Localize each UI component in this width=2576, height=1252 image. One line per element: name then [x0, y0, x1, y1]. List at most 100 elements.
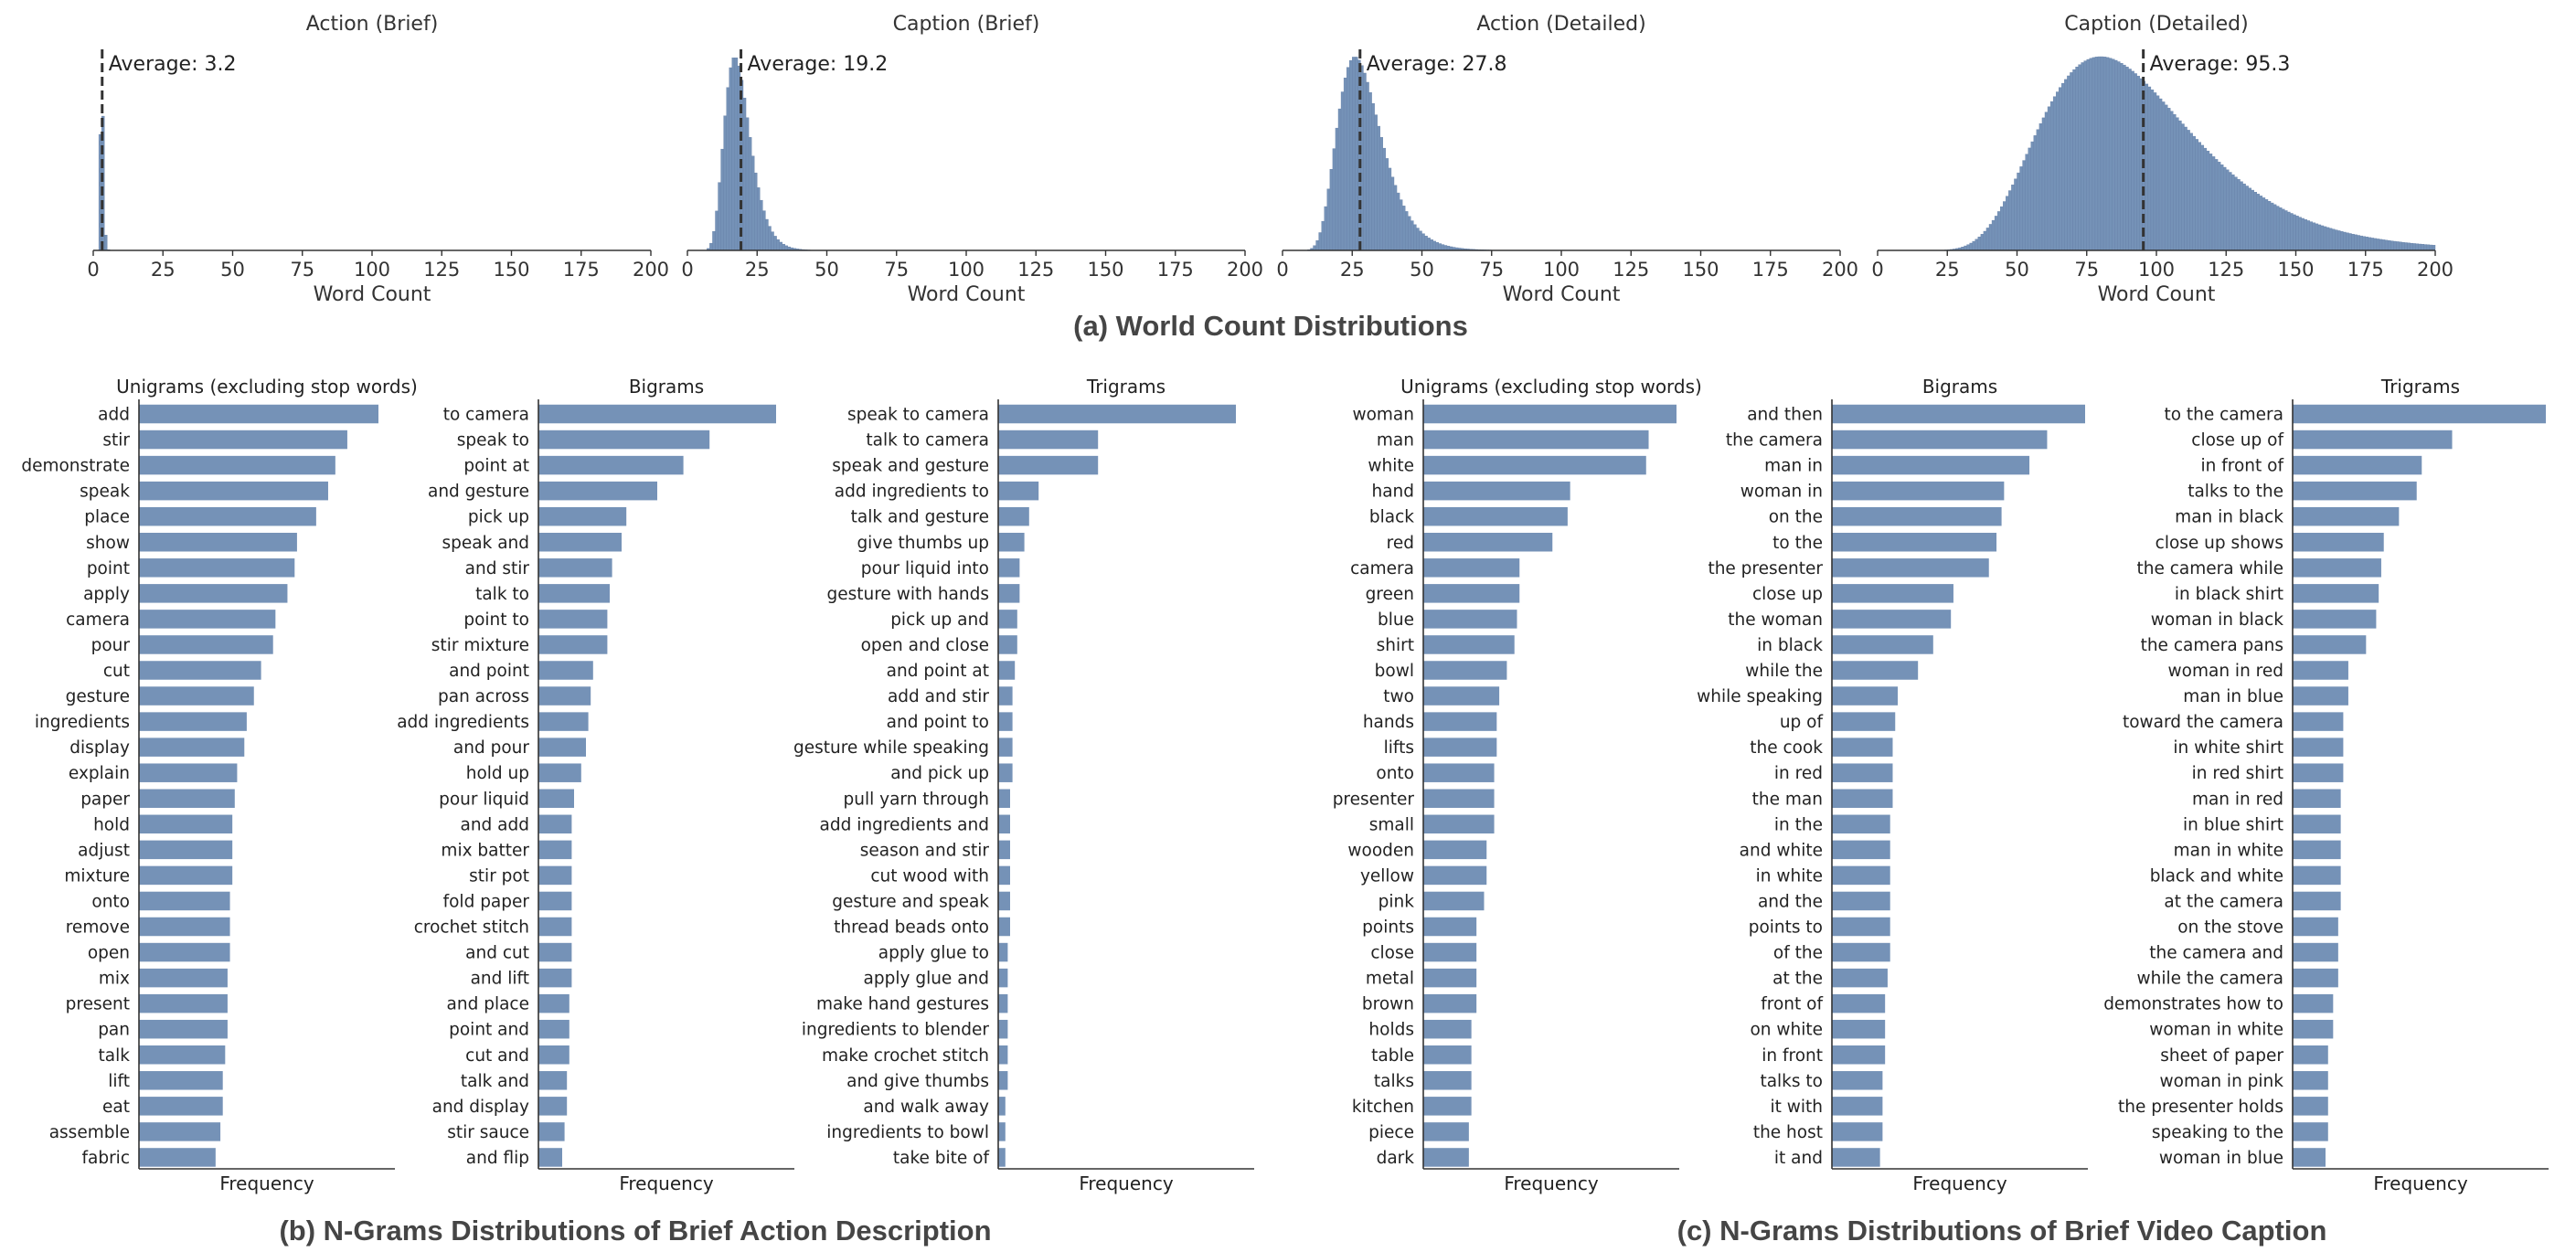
- histogram-bar: [2370, 238, 2375, 251]
- x-tick-label: 50: [220, 259, 245, 281]
- x-axis-label: Frequency: [1079, 1172, 1173, 1194]
- histogram-bar: [2270, 202, 2274, 251]
- ngram-bar: [139, 993, 228, 1013]
- x-tick-label: 125: [2208, 259, 2244, 281]
- histogram-bar: [2262, 197, 2266, 251]
- ngram-label: speak: [80, 483, 130, 502]
- ngram-bar: [1832, 533, 1997, 552]
- ngram-label: talk to camera: [866, 431, 989, 451]
- x-axis-label: Word Count: [314, 283, 431, 306]
- ngram-bar: [139, 558, 295, 578]
- ngram-label: and give thumbs: [846, 1072, 989, 1091]
- histogram-bar: [2412, 243, 2416, 251]
- ngram-label: thread beads onto: [834, 918, 989, 938]
- ngram-label: hands: [1363, 713, 1414, 732]
- ngram-label: close: [1370, 944, 1414, 963]
- ngram-bar: [1832, 404, 2085, 424]
- histogram-bar: [720, 148, 724, 251]
- ngram-bar: [998, 763, 1013, 782]
- ngram-bar: [1832, 993, 1886, 1013]
- ngram-label: in red: [1774, 764, 1823, 783]
- ngram-label: camera: [1350, 559, 1414, 578]
- ngram-bar: [998, 558, 1020, 578]
- ngram-bar: [139, 1019, 228, 1039]
- histogram-bar: [2158, 98, 2163, 251]
- histogram-bar: [1371, 103, 1375, 251]
- histogram-bar: [2298, 217, 2302, 251]
- ngram-bar: [1423, 1045, 1472, 1065]
- ngram-label: green: [1366, 585, 1414, 604]
- histogram-bar: [2359, 235, 2363, 251]
- ngram-bar: [139, 814, 233, 834]
- ngram-bar: [1832, 1045, 1886, 1065]
- ngram-bar: [139, 430, 347, 450]
- ngram-label: and point to: [887, 713, 989, 732]
- ngram-bar: [1832, 661, 1919, 680]
- caption-c: (c) N-Grams Distributions of Brief Video…: [1677, 1215, 2327, 1247]
- ngram-bar: [1832, 737, 1893, 757]
- histogram-bar: [1343, 78, 1347, 251]
- ngram-label: woman in pink: [2160, 1072, 2284, 1091]
- histogram-bar: [1340, 91, 1345, 251]
- histogram-bar: [2384, 239, 2389, 251]
- ngram-bar: [1423, 1019, 1472, 1039]
- ngram-label: close up of: [2191, 431, 2283, 451]
- histogram-bar: [2028, 147, 2031, 251]
- ngram-label: onto: [1376, 764, 1414, 783]
- ngram-label: and pick up: [890, 764, 989, 783]
- histogram-bar: [2081, 62, 2084, 251]
- ngram-label: on white: [1750, 1021, 1823, 1040]
- histogram-bar: [2030, 141, 2034, 251]
- ngram-bar: [139, 455, 335, 475]
- histogram-bar: [2209, 154, 2213, 251]
- ngram-bar: [139, 1148, 216, 1167]
- ngram-label: and add: [460, 815, 529, 834]
- histogram-bar: [2432, 245, 2436, 251]
- ngram-label: speaking to the: [2152, 1123, 2283, 1142]
- x-tick-label: 175: [1752, 259, 1789, 281]
- ngram-bar: [998, 737, 1013, 757]
- ngram-label: dark: [1377, 1149, 1415, 1168]
- ngram-bar: [139, 1045, 226, 1065]
- ngram-label: gesture: [66, 687, 130, 706]
- histogram-bar: [2017, 172, 2020, 251]
- histogram-bar: [2178, 120, 2182, 251]
- ngram-label: speak to camera: [847, 406, 989, 425]
- ngram-bar: [538, 558, 612, 578]
- ngram-bar: [139, 737, 245, 757]
- histogram-bar: [2278, 207, 2283, 251]
- histogram-bar: [2404, 242, 2408, 251]
- ngram-bar: [139, 891, 230, 911]
- histogram-bar: [2365, 237, 2368, 251]
- ngram-label: open: [88, 944, 130, 963]
- ngram-label: table: [1371, 1046, 1414, 1066]
- ngram-bar: [1832, 610, 1952, 629]
- ngram-label: open and close: [861, 636, 989, 655]
- ngram-label: woman in red: [2168, 662, 2283, 681]
- histogram-bar: [2340, 231, 2344, 251]
- histogram-bar: [1419, 230, 1422, 251]
- x-tick-label: 0: [1276, 259, 1288, 281]
- ngram-bar: [998, 1148, 1006, 1167]
- x-tick-label: 125: [423, 259, 460, 281]
- ngram-bar: [1423, 917, 1477, 937]
- ngram-bar: [998, 968, 1008, 988]
- histogram-bar: [2198, 142, 2201, 251]
- histogram-bar: [2003, 201, 2007, 251]
- histogram-bar: [2173, 114, 2177, 251]
- ngram-label: it and: [1774, 1149, 1823, 1168]
- ngram-bar: [1423, 1097, 1472, 1116]
- ngram-label: season and stir: [860, 841, 990, 860]
- histogram-bar: [1382, 147, 1387, 251]
- histogram-bar: [748, 137, 752, 251]
- histogram-bar: [2229, 172, 2232, 251]
- x-tick-label: 50: [1410, 259, 1434, 281]
- ngram-bar: [1832, 891, 1890, 911]
- histogram-bar: [2147, 86, 2152, 251]
- histogram-bar: [2226, 169, 2230, 251]
- ngram-bar: [2293, 506, 2400, 526]
- ngram-bar: [1832, 1148, 1880, 1167]
- ngram-bar: [1423, 993, 1477, 1013]
- ngram-label: and place: [447, 995, 529, 1014]
- histogram-bar: [760, 199, 763, 251]
